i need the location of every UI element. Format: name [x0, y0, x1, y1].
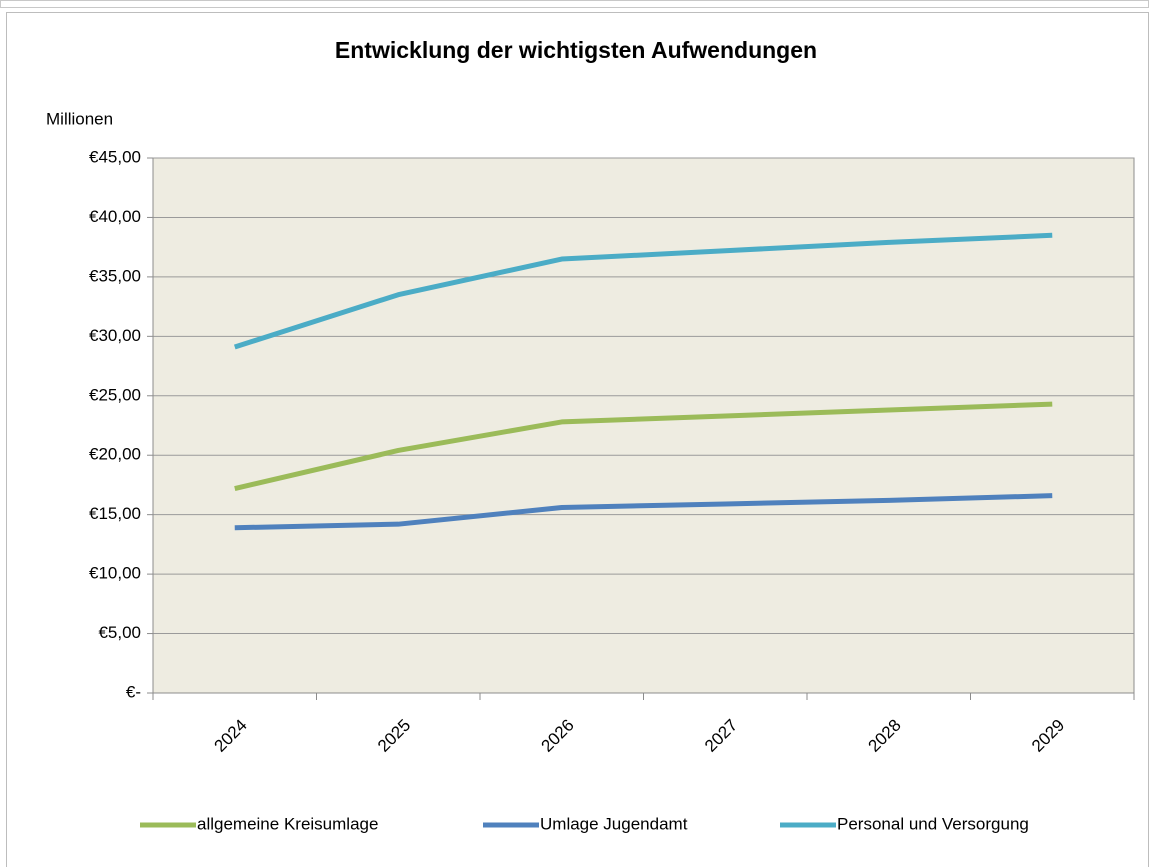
y-tick-label: €5,00 [98, 623, 141, 642]
legend-label: Umlage Jugendamt [540, 814, 688, 833]
plot-area [152, 157, 1135, 694]
frame-top [0, 0, 1149, 8]
y-tick-label: €35,00 [89, 266, 141, 285]
y-tick-label: €45,00 [89, 147, 141, 166]
y-tick-label: €25,00 [89, 385, 141, 404]
y-axis-label: Millionen [46, 109, 113, 128]
y-tick-label: €40,00 [89, 207, 141, 226]
legend-label: allgemeine Kreisumlage [197, 814, 378, 833]
series-line [234, 493, 1053, 531]
y-tick-label: €20,00 [89, 445, 141, 464]
legend-label: Personal und Versorgung [837, 814, 1029, 833]
series-line [234, 401, 1053, 491]
chart-title: Entwicklung der wichtigsten Aufwendungen [335, 37, 817, 63]
y-tick-label: €10,00 [89, 564, 141, 583]
series-line [233, 232, 1053, 350]
y-tick-label: €30,00 [89, 326, 141, 345]
y-tick-label: €15,00 [89, 504, 141, 523]
y-tick-label: €- [126, 682, 141, 701]
